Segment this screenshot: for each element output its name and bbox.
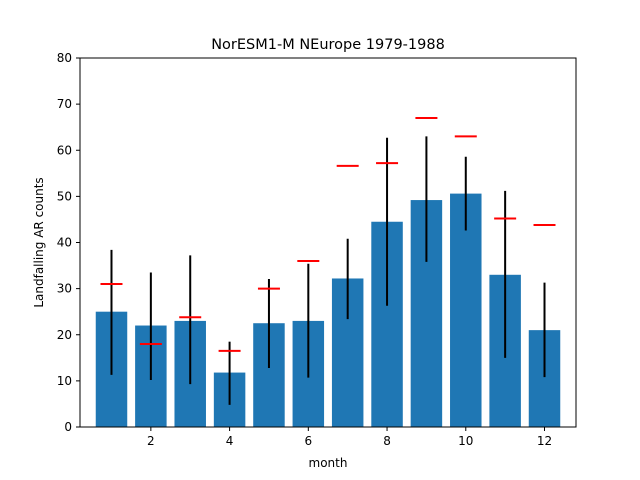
y-tick-label: 70 xyxy=(57,97,72,111)
y-tick-label: 30 xyxy=(57,282,72,296)
y-tick-label: 20 xyxy=(57,328,72,342)
reference-markers xyxy=(100,116,556,352)
x-tick-label: 4 xyxy=(226,434,234,448)
x-tick-label: 6 xyxy=(304,434,312,448)
y-tick-label: 0 xyxy=(64,420,72,434)
y-tick-label: 10 xyxy=(57,374,72,388)
x-tick-label: 10 xyxy=(458,434,473,448)
x-tick-label: 12 xyxy=(537,434,552,448)
x-tick-label: 2 xyxy=(147,434,155,448)
chart-title: NorESM1-M NEurope 1979-1988 xyxy=(211,37,445,53)
y-tick-label: 50 xyxy=(57,189,72,203)
y-axis-label: Landfalling AR counts xyxy=(32,177,46,307)
x-tick-label: 8 xyxy=(383,434,391,448)
y-axis: 0 10 20 30 40 50 60 70 80 xyxy=(57,51,80,434)
x-axis-label: month xyxy=(309,456,348,470)
x-axis: 2 4 6 8 10 12 xyxy=(147,427,552,448)
bar xyxy=(450,193,482,427)
bars xyxy=(95,193,561,427)
y-tick-label: 60 xyxy=(57,143,72,157)
y-tick-label: 80 xyxy=(57,51,72,65)
y-tick-label: 40 xyxy=(57,236,72,250)
